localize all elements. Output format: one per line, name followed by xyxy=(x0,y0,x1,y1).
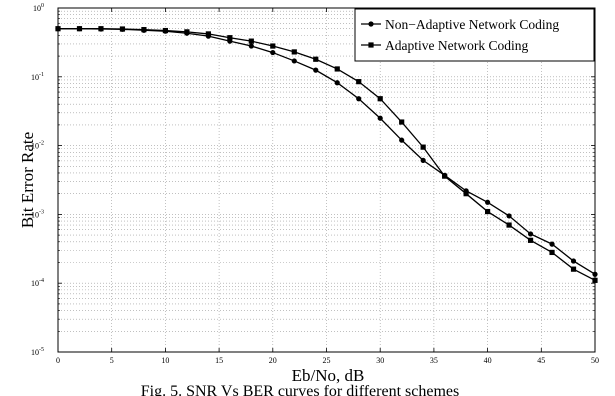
x-tick-label: 10 xyxy=(161,356,169,365)
legend-item: Non−Adaptive Network Coding xyxy=(361,17,559,32)
data-point xyxy=(570,258,577,264)
figure-caption: Fig. 5. SNR Vs BER curves for different … xyxy=(141,383,459,396)
x-tick-label: 50 xyxy=(591,356,599,365)
data-point xyxy=(291,49,297,55)
x-tick-label: 15 xyxy=(215,356,223,365)
x-tick-label: 20 xyxy=(269,356,277,365)
y-tick-label: 10-1 xyxy=(31,72,44,82)
data-point xyxy=(141,27,147,33)
x-tick-label: 35 xyxy=(430,356,438,365)
data-point xyxy=(485,208,491,215)
data-point xyxy=(184,29,190,35)
data-point xyxy=(334,66,340,72)
legend-label: Non−Adaptive Network Coding xyxy=(385,17,559,32)
data-point xyxy=(356,79,362,85)
grid-lines xyxy=(58,8,595,352)
data-point xyxy=(485,199,491,205)
data-point xyxy=(98,26,104,32)
data-point xyxy=(291,58,297,64)
data-point xyxy=(377,115,383,121)
data-point xyxy=(248,38,254,44)
data-point xyxy=(592,277,598,283)
x-tick-label: 25 xyxy=(323,356,331,365)
x-tick-label: 40 xyxy=(484,356,492,365)
data-point xyxy=(55,26,61,32)
data-point xyxy=(162,27,168,34)
data-point xyxy=(420,144,426,150)
legend-box xyxy=(354,8,595,62)
data-point xyxy=(313,67,319,73)
data-point xyxy=(334,80,340,86)
data-point xyxy=(420,157,426,163)
data-point xyxy=(527,231,534,237)
data-point xyxy=(549,249,555,256)
data-point xyxy=(570,266,577,272)
data-point xyxy=(270,49,276,56)
x-tick-label: 5 xyxy=(110,356,114,365)
x-tick-label: 30 xyxy=(376,356,384,365)
data-point xyxy=(506,213,512,219)
y-tick-label: 10-5 xyxy=(31,347,44,357)
data-point xyxy=(592,271,598,277)
data-point xyxy=(119,26,126,32)
x-axis-title: Eb/No, dB xyxy=(292,366,365,385)
data-point xyxy=(205,31,211,37)
y-tick-label: 10-2 xyxy=(31,141,44,151)
data-point xyxy=(270,43,276,49)
x-tick-label: 45 xyxy=(537,356,545,365)
legend: Non−Adaptive Network Coding Adaptive Netw… xyxy=(354,8,595,62)
series-layer xyxy=(55,26,598,283)
data-point xyxy=(463,191,469,197)
legend-label: Adaptive Network Coding xyxy=(385,38,528,53)
data-point xyxy=(549,241,555,247)
legend-marker xyxy=(368,21,374,27)
data-point xyxy=(442,173,448,179)
series-2 xyxy=(55,26,598,283)
axis-ticks: 0 5 10 15 20 25 30 35 40 45 50 100 10-1 10-2 10-3 10-4 1… xyxy=(31,3,599,365)
x-tick-label: 0 xyxy=(56,356,60,365)
data-point xyxy=(377,96,383,102)
legend-marker xyxy=(368,42,374,48)
data-point xyxy=(76,26,83,32)
y-tick-label: 10-3 xyxy=(31,209,44,219)
data-point xyxy=(227,35,233,41)
data-point xyxy=(527,237,534,243)
data-point xyxy=(399,119,405,125)
data-point xyxy=(356,96,362,102)
data-point xyxy=(399,137,405,143)
y-tick-label: 100 xyxy=(33,3,44,13)
data-point xyxy=(248,43,254,49)
y-axis-title: Bit Error Rate xyxy=(18,132,37,228)
data-point xyxy=(313,56,319,62)
legend-item: Adaptive Network Coding xyxy=(361,38,528,53)
series-line xyxy=(58,28,596,281)
y-tick-label: 10-4 xyxy=(31,278,44,288)
data-point xyxy=(506,222,512,228)
